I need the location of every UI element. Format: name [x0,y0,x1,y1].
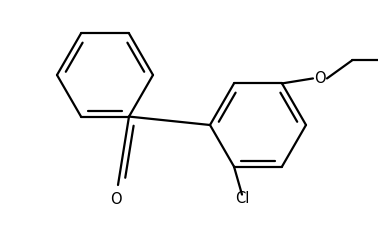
Text: Cl: Cl [235,191,249,206]
Text: O: O [314,71,326,86]
Text: O: O [110,192,122,206]
